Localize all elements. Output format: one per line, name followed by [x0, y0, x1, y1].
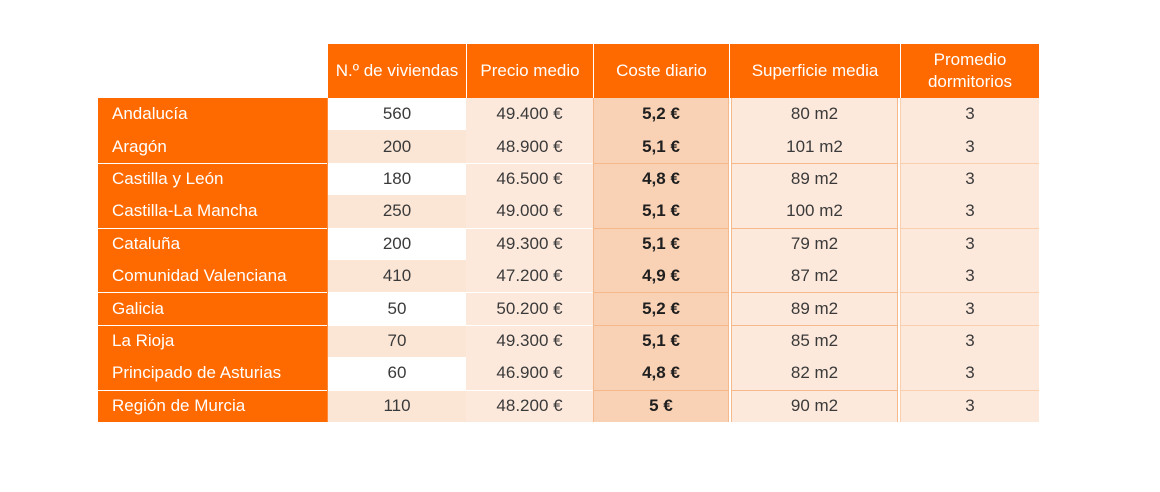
cell-superficie-media: 89 m2 — [731, 292, 898, 325]
cell-coste-diario: 4,8 € — [593, 357, 729, 390]
cell-region-label: Aragón — [98, 130, 327, 163]
cell-precio-medio: 49.300 € — [466, 324, 593, 358]
cell-precio-medio: 49.000 € — [466, 195, 593, 228]
cell-region-label: Región de Murcia — [98, 389, 327, 422]
cell-num-viviendas: 180 — [327, 162, 466, 196]
cell-num-viviendas: 410 — [327, 259, 466, 293]
cell-coste-diario: 5,1 € — [593, 227, 729, 260]
cell-promedio-dormitorios: 3 — [900, 98, 1039, 131]
header-num-viviendas: N.º de viviendas — [327, 44, 466, 98]
cell-region-label: Galicia — [98, 292, 327, 325]
housing-table: N.º de viviendas Precio medio Coste diario… — [98, 44, 1039, 422]
cell-num-viviendas: 50 — [327, 292, 466, 325]
cell-num-viviendas: 250 — [327, 195, 466, 228]
cell-coste-diario: 5,2 € — [593, 98, 729, 131]
cell-promedio-dormitorios: 3 — [900, 357, 1039, 390]
cell-superficie-media: 85 m2 — [731, 324, 898, 358]
cell-num-viviendas: 70 — [327, 324, 466, 358]
cell-coste-diario: 5,1 € — [593, 324, 729, 358]
cell-precio-medio: 49.400 € — [466, 98, 593, 131]
header-precio-medio: Precio medio — [466, 44, 593, 98]
header-superficie-media: Superficie media — [729, 44, 900, 98]
header-coste-diario: Coste diario — [593, 44, 729, 98]
cell-region-label: Comunidad Valenciana — [98, 259, 327, 293]
cell-precio-medio: 46.500 € — [466, 162, 593, 196]
cell-promedio-dormitorios: 3 — [900, 259, 1039, 293]
cell-region-label: La Rioja — [98, 324, 327, 358]
cell-num-viviendas: 560 — [327, 98, 466, 131]
cell-superficie-media: 90 m2 — [731, 389, 898, 422]
cell-promedio-dormitorios: 3 — [900, 324, 1039, 358]
cell-num-viviendas: 200 — [327, 227, 466, 260]
cell-region-label: Andalucía — [98, 98, 327, 131]
cell-precio-medio: 46.900 € — [466, 357, 593, 390]
cell-superficie-media: 89 m2 — [731, 162, 898, 196]
cell-num-viviendas: 60 — [327, 357, 466, 390]
cell-precio-medio: 49.300 € — [466, 227, 593, 260]
cell-promedio-dormitorios: 3 — [900, 227, 1039, 260]
cell-num-viviendas: 110 — [327, 389, 466, 422]
cell-num-viviendas: 200 — [327, 130, 466, 163]
cell-promedio-dormitorios: 3 — [900, 162, 1039, 196]
cell-coste-diario: 4,8 € — [593, 162, 729, 196]
cell-superficie-media: 79 m2 — [731, 227, 898, 260]
cell-coste-diario: 5,1 € — [593, 130, 729, 163]
cell-superficie-media: 82 m2 — [731, 357, 898, 390]
cell-region-label: Cataluña — [98, 227, 327, 260]
header-blank — [98, 44, 327, 98]
cell-region-label: Principado de Asturias — [98, 357, 327, 390]
cell-coste-diario: 5,1 € — [593, 195, 729, 228]
cell-promedio-dormitorios: 3 — [900, 195, 1039, 228]
cell-precio-medio: 48.200 € — [466, 389, 593, 422]
cell-promedio-dormitorios: 3 — [900, 389, 1039, 422]
cell-superficie-media: 87 m2 — [731, 259, 898, 293]
cell-precio-medio: 50.200 € — [466, 292, 593, 325]
cell-superficie-media: 80 m2 — [731, 98, 898, 131]
cell-region-label: Castilla y León — [98, 162, 327, 196]
cell-superficie-media: 101 m2 — [731, 130, 898, 163]
cell-precio-medio: 47.200 € — [466, 259, 593, 293]
cell-coste-diario: 5 € — [593, 389, 729, 422]
cell-superficie-media: 100 m2 — [731, 195, 898, 228]
cell-coste-diario: 4,9 € — [593, 259, 729, 293]
cell-coste-diario: 5,2 € — [593, 292, 729, 325]
header-promedio-dormitorios: Promedio dormitorios — [900, 44, 1039, 98]
cell-promedio-dormitorios: 3 — [900, 292, 1039, 325]
cell-promedio-dormitorios: 3 — [900, 130, 1039, 163]
cell-region-label: Castilla-La Mancha — [98, 195, 327, 228]
cell-precio-medio: 48.900 € — [466, 130, 593, 163]
